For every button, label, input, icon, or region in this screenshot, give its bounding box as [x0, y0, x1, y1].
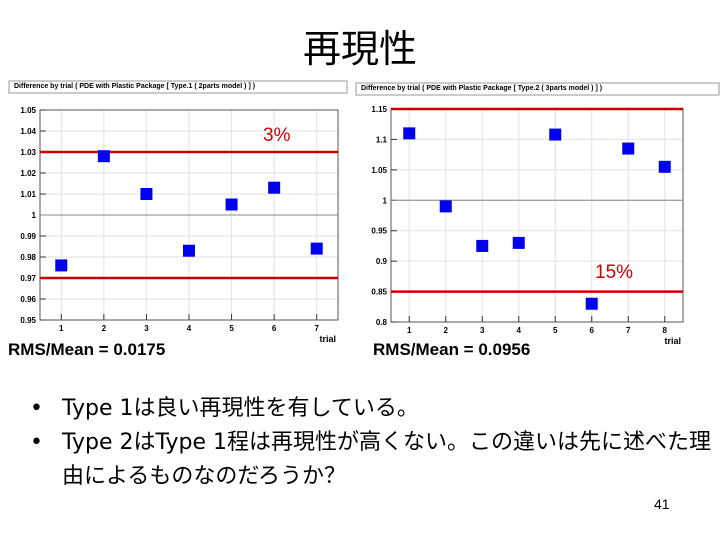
- data-point: [476, 239, 489, 252]
- y-tick-label: 1.05: [20, 106, 36, 115]
- y-tick-label: 0.8: [376, 318, 388, 327]
- x-tick-label: 1: [59, 324, 64, 333]
- y-tick-label: 0.96: [20, 295, 36, 304]
- data-point: [55, 259, 68, 272]
- plot-type1: Difference by trial ( PDE with Plastic P…: [8, 80, 348, 348]
- y-tick-label: 1.1: [376, 135, 388, 144]
- x-tick-label: 7: [314, 324, 319, 333]
- x-tick-label: 4: [517, 326, 522, 335]
- x-tick-label: 2: [444, 326, 449, 335]
- plot-header-text: Difference by trial ( PDE with Plastic P…: [361, 85, 602, 92]
- bullet-dot-icon: •: [30, 430, 43, 455]
- data-point: [310, 242, 323, 255]
- x-tick-label: 3: [144, 324, 149, 333]
- data-point: [140, 188, 153, 200]
- data-point: [403, 127, 416, 140]
- data-point: [97, 150, 110, 163]
- y-tick-label: 1: [32, 211, 37, 220]
- y-tick-label: 1: [383, 196, 388, 205]
- x-tick-label: 4: [187, 324, 192, 333]
- x-tick-label: 6: [590, 326, 595, 335]
- y-tick-label: 0.98: [20, 253, 36, 262]
- x-axis-label: trial: [319, 334, 336, 344]
- y-tick-label: 0.97: [20, 274, 36, 283]
- y-tick-label: 0.99: [20, 232, 36, 241]
- y-tick-label: 1.01: [20, 190, 36, 199]
- bullet-text: Type 1は良い再現性を有している。: [62, 396, 419, 421]
- x-tick-label: 1: [407, 326, 412, 335]
- data-point: [439, 200, 452, 213]
- bullet-dot-icon: •: [30, 396, 43, 421]
- y-tick-label: 0.9: [376, 257, 388, 266]
- annotation-3-percent: 3%: [263, 125, 291, 146]
- x-tick-label: 7: [626, 326, 631, 335]
- plot-type2: Difference by trial ( PDE with Plastic P…: [355, 82, 720, 350]
- data-point: [549, 128, 562, 141]
- data-point: [658, 160, 671, 173]
- bullet-item: • Type 1は良い再現性を有している。: [26, 392, 716, 426]
- rms-label-type1: RMS/Mean = 0.0175: [8, 340, 166, 359]
- rms-label-type2: RMS/Mean = 0.0956: [373, 340, 531, 359]
- x-tick-label: 5: [553, 326, 558, 335]
- y-tick-label: 1.05: [371, 166, 387, 175]
- plot-header-box: [355, 82, 720, 96]
- x-tick-label: 5: [229, 324, 234, 333]
- data-point: [183, 244, 195, 257]
- x-tick-label: 3: [480, 326, 485, 335]
- y-tick-label: 1.04: [20, 127, 36, 136]
- x-tick-label: 2: [102, 324, 107, 333]
- data-point: [622, 142, 635, 155]
- x-tick-label: 6: [272, 324, 277, 333]
- slide-title: 再現性: [302, 27, 417, 71]
- data-point: [585, 297, 598, 310]
- bullet-item: • Type 2はType 1程は再現性が高くない。この違いは先に述べた理由による…: [26, 426, 716, 494]
- y-tick-label: 0.95: [371, 227, 387, 236]
- y-tick-label: 0.95: [20, 316, 36, 325]
- y-tick-label: 1.02: [20, 169, 36, 178]
- data-point: [225, 198, 238, 211]
- plot-type2-svg: Difference by trial ( PDE with Plastic P…: [355, 82, 720, 350]
- y-tick-label: 1.15: [371, 105, 387, 114]
- x-axis-label: trial: [664, 336, 681, 346]
- plot-background: [8, 80, 348, 348]
- data-point: [268, 181, 281, 194]
- plot-header-box: [8, 80, 348, 94]
- plot-header-text: Difference by trial ( PDE with Plastic P…: [14, 83, 255, 90]
- data-point: [512, 236, 525, 249]
- annotation-15-percent: 15%: [595, 262, 634, 283]
- page-number: 41: [654, 496, 670, 512]
- y-tick-label: 1.03: [20, 148, 36, 157]
- bullet-text: Type 2はType 1程は再現性が高くない。この違いは先に述べた理由によるも…: [62, 430, 712, 489]
- y-tick-label: 0.85: [371, 288, 387, 297]
- x-tick-label: 8: [663, 326, 668, 335]
- bullet-list: • Type 1は良い再現性を有している。 • Type 2はType 1程は再現性…: [26, 392, 716, 494]
- plot-background: [355, 82, 720, 350]
- plot-type1-svg: Difference by trial ( PDE with Plastic P…: [8, 80, 348, 348]
